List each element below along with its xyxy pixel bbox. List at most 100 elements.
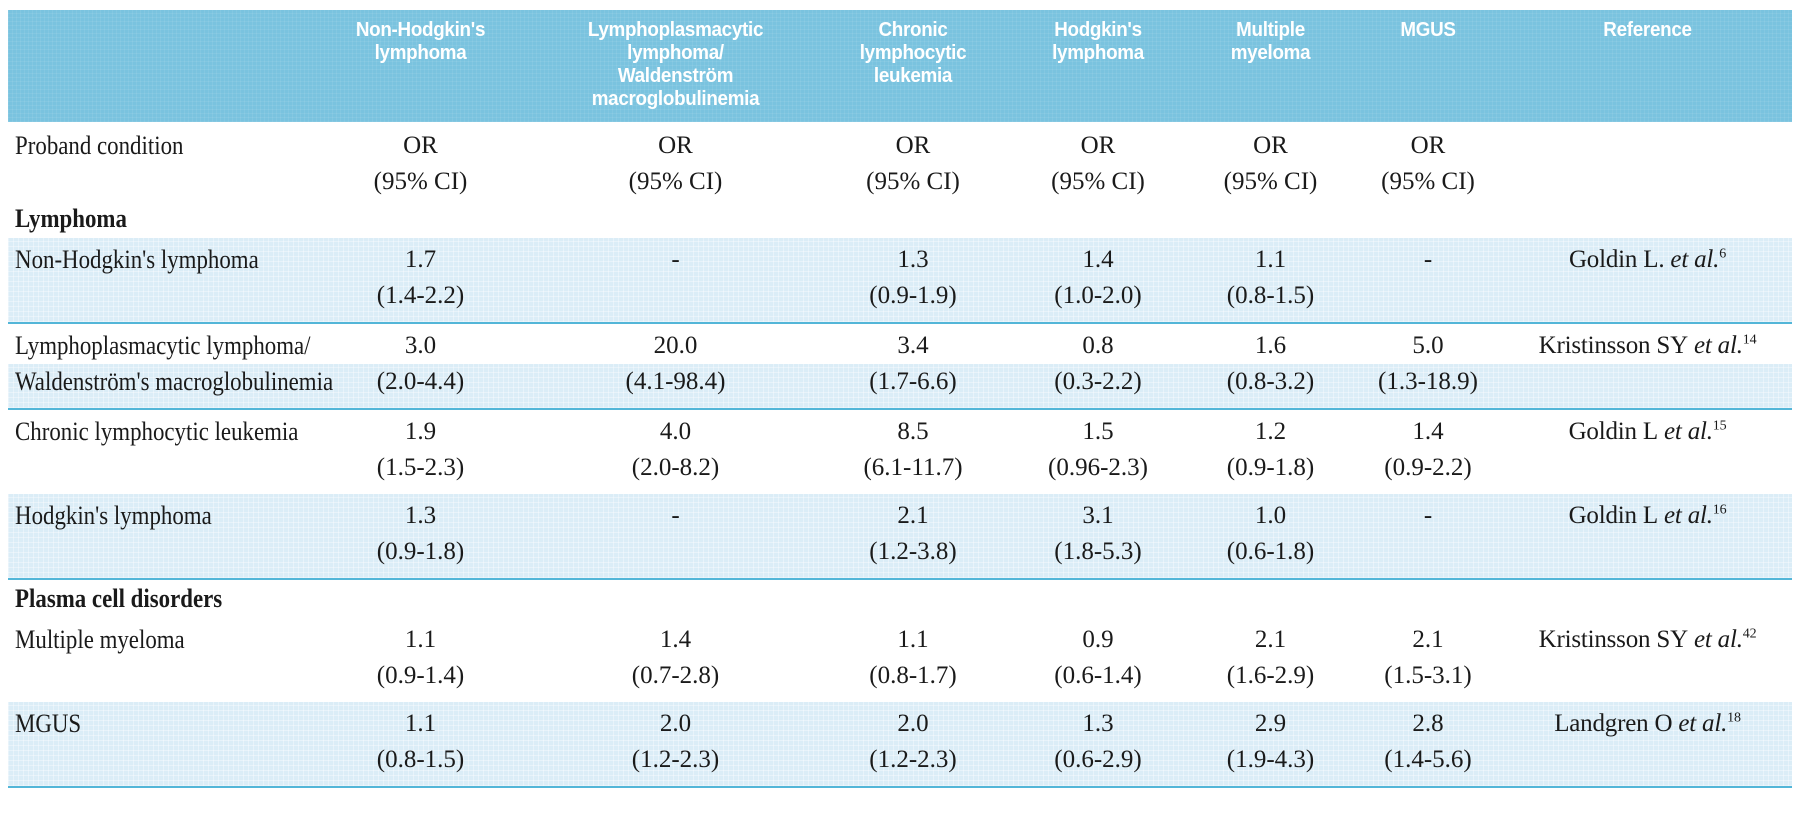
or-value: 1.4 (659, 626, 692, 653)
row-label: MGUS (15, 709, 82, 738)
ci-value (1353, 534, 1503, 570)
column-header-reference: Reference (1603, 19, 1692, 41)
empty-cell (1503, 164, 1792, 200)
ci-value: (0.9-1.8) (376, 538, 465, 565)
row-label: Chronic lymphocytic leukemia (15, 417, 299, 446)
column-header-lpl: Lymphoplasmacytic lymphoma/ Waldenström … (587, 19, 764, 110)
or-value: 2.0 (897, 710, 929, 737)
table-row-mm: Multiple myeloma 1.1 1.4 1.1 0.9 2.1 2.1… (8, 618, 1792, 702)
or-value: 1.4 (1412, 418, 1444, 445)
empty-cell (1503, 742, 1792, 778)
reference-citation: Goldin L. et al.6 (1568, 246, 1727, 273)
empty-cell (1503, 658, 1792, 694)
reference-number: 16 (1712, 502, 1727, 518)
or-value: 3.4 (897, 332, 929, 359)
or-value: 1.0 (1254, 502, 1287, 529)
or-value: - (1423, 246, 1433, 273)
column-header-mm: Multiple myeloma (1230, 19, 1311, 64)
or-value: 1.7 (404, 246, 437, 273)
table-row-mgus: MGUS 1.1 2.0 2.0 1.3 2.9 2.8 Landgren O … (8, 702, 1792, 786)
row-label: Multiple myeloma (15, 625, 185, 654)
or-value: 1.1 (1254, 246, 1287, 273)
or-value: 0.8 (1082, 332, 1114, 359)
ci-value (533, 278, 818, 314)
reference-number: 18 (1727, 710, 1741, 726)
ci-heading: (95% CI) (373, 168, 468, 195)
or-value: 1.1 (404, 710, 437, 737)
ci-value: (0.9-2.2) (1384, 454, 1472, 481)
column-header-nhl: Non-Hodgkin's lymphoma (355, 19, 486, 64)
column-header-hl: Hodgkin's lymphoma (1052, 19, 1144, 64)
or-value: 2.0 (659, 710, 692, 737)
row-label-second-line: Waldenström's macroglobulinemia (15, 367, 334, 396)
risk-table: Non-Hodgkin's lymphoma Lymphoplasmacytic… (8, 10, 1792, 788)
ci-value: (0.8-1.7) (869, 662, 957, 689)
or-heading: OR (1253, 132, 1288, 159)
ci-value: (0.8-1.5) (376, 746, 465, 773)
ci-value: (1.5-3.1) (1384, 662, 1472, 689)
ci-value: (0.96-2.3) (1048, 454, 1148, 481)
column-header-mgus: MGUS (1400, 19, 1456, 41)
empty-cell (8, 658, 272, 694)
ci-value: (4.1-98.4) (625, 368, 726, 395)
row-divider (8, 408, 1792, 410)
reference-number: 42 (1742, 626, 1757, 642)
ci-value: (0.6-2.9) (1054, 746, 1142, 773)
or-value: 2.1 (1254, 626, 1287, 653)
ci-value: (1.4-5.6) (1384, 746, 1472, 773)
or-heading: OR (403, 132, 438, 159)
reference-number: 15 (1712, 418, 1727, 434)
ci-heading: (95% CI) (1223, 168, 1318, 195)
section-header-lymphoma: Lymphoma (15, 204, 127, 233)
or-value: - (671, 502, 680, 529)
empty-cell (1503, 128, 1792, 164)
ci-value: (0.6-1.4) (1054, 662, 1142, 689)
ci-value: (1.2-3.8) (869, 538, 957, 565)
column-header-empty (17, 19, 299, 122)
ci-heading: (95% CI) (628, 168, 723, 195)
empty-cell (1503, 364, 1792, 400)
or-value: 1.2 (1254, 418, 1287, 445)
reference-number: 6 (1719, 246, 1727, 262)
ci-value: (0.8-3.2) (1226, 368, 1315, 395)
or-heading: OR (1410, 132, 1446, 159)
ci-value: (0.9-1.8) (1226, 454, 1315, 481)
reference-citation: Goldin L et al.15 (1568, 418, 1727, 445)
or-value: - (671, 246, 680, 273)
ci-value: (0.6-1.8) (1226, 538, 1315, 565)
or-value: 2.1 (1412, 626, 1444, 653)
or-value: 2.8 (1412, 710, 1444, 737)
ci-value (1353, 278, 1503, 314)
or-value: 3.1 (1082, 502, 1114, 529)
empty-cell (1503, 450, 1792, 486)
proband-condition-row: Proband condition OR OR OR OR OR OR (95%… (8, 122, 1792, 200)
or-value: 1.3 (897, 246, 929, 273)
or-value: - (1423, 502, 1433, 529)
or-value: 1.3 (1082, 710, 1114, 737)
empty-cell (1503, 534, 1792, 570)
ci-value: (1.5-2.3) (376, 454, 465, 481)
empty-cell (8, 742, 272, 778)
or-value: 1.5 (1082, 418, 1114, 445)
row-divider (8, 786, 1792, 788)
empty-cell (1503, 278, 1792, 314)
section-header-plasma: Plasma cell disorders (15, 584, 223, 613)
row-label: Non-Hodgkin's lymphoma (15, 245, 259, 274)
or-heading: OR (658, 132, 693, 159)
row-divider (8, 578, 1792, 580)
ci-value: (1.4-2.2) (376, 282, 465, 309)
or-value: 4.0 (659, 418, 692, 445)
ci-heading: (95% CI) (1051, 168, 1145, 195)
reference-citation: Goldin L et al.16 (1568, 502, 1727, 529)
row-divider (8, 322, 1792, 324)
table-row-lpl-wm: Lymphoplasmacytic lymphoma/ 3.0 20.0 3.4… (8, 324, 1792, 408)
column-header-row: Non-Hodgkin's lymphoma Lymphoplasmacytic… (8, 10, 1792, 122)
empty-cell (8, 534, 272, 570)
or-value: 1.1 (404, 626, 437, 653)
ci-value: (1.7-6.6) (869, 368, 957, 395)
ci-value (533, 534, 818, 570)
ci-value: (1.3-18.9) (1378, 368, 1478, 395)
ci-value: (0.9-1.4) (376, 662, 465, 689)
ci-heading: (95% CI) (866, 168, 960, 195)
row-label: Proband condition (15, 131, 184, 160)
